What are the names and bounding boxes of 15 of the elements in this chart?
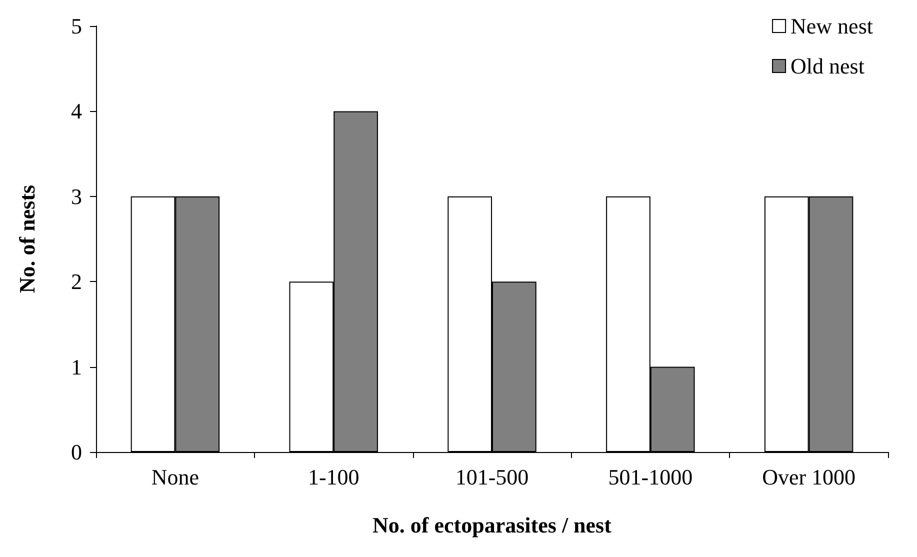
x-tick-label: None (151, 464, 200, 490)
legend-label: Old nest (790, 54, 864, 78)
y-axis-title: No. of nests (14, 184, 40, 294)
y-tick-label: 4 (71, 98, 82, 124)
y-tick-label: 3 (71, 184, 82, 209)
x-tick-label: 101-500 (455, 464, 529, 490)
legend-label: New nest (790, 14, 874, 38)
x-tick-label: 1-100 (308, 464, 360, 490)
x-axis-title: No. of ectoparasites / nest (372, 512, 612, 538)
y-tick-label: 1 (71, 354, 82, 380)
y-tick-label: 5 (71, 14, 82, 38)
x-tick-label: Over 1000 (762, 464, 856, 490)
y-tick-label: 0 (71, 440, 82, 464)
x-tick-label: 501-1000 (608, 464, 693, 490)
y-tick-label: 2 (71, 269, 82, 294)
